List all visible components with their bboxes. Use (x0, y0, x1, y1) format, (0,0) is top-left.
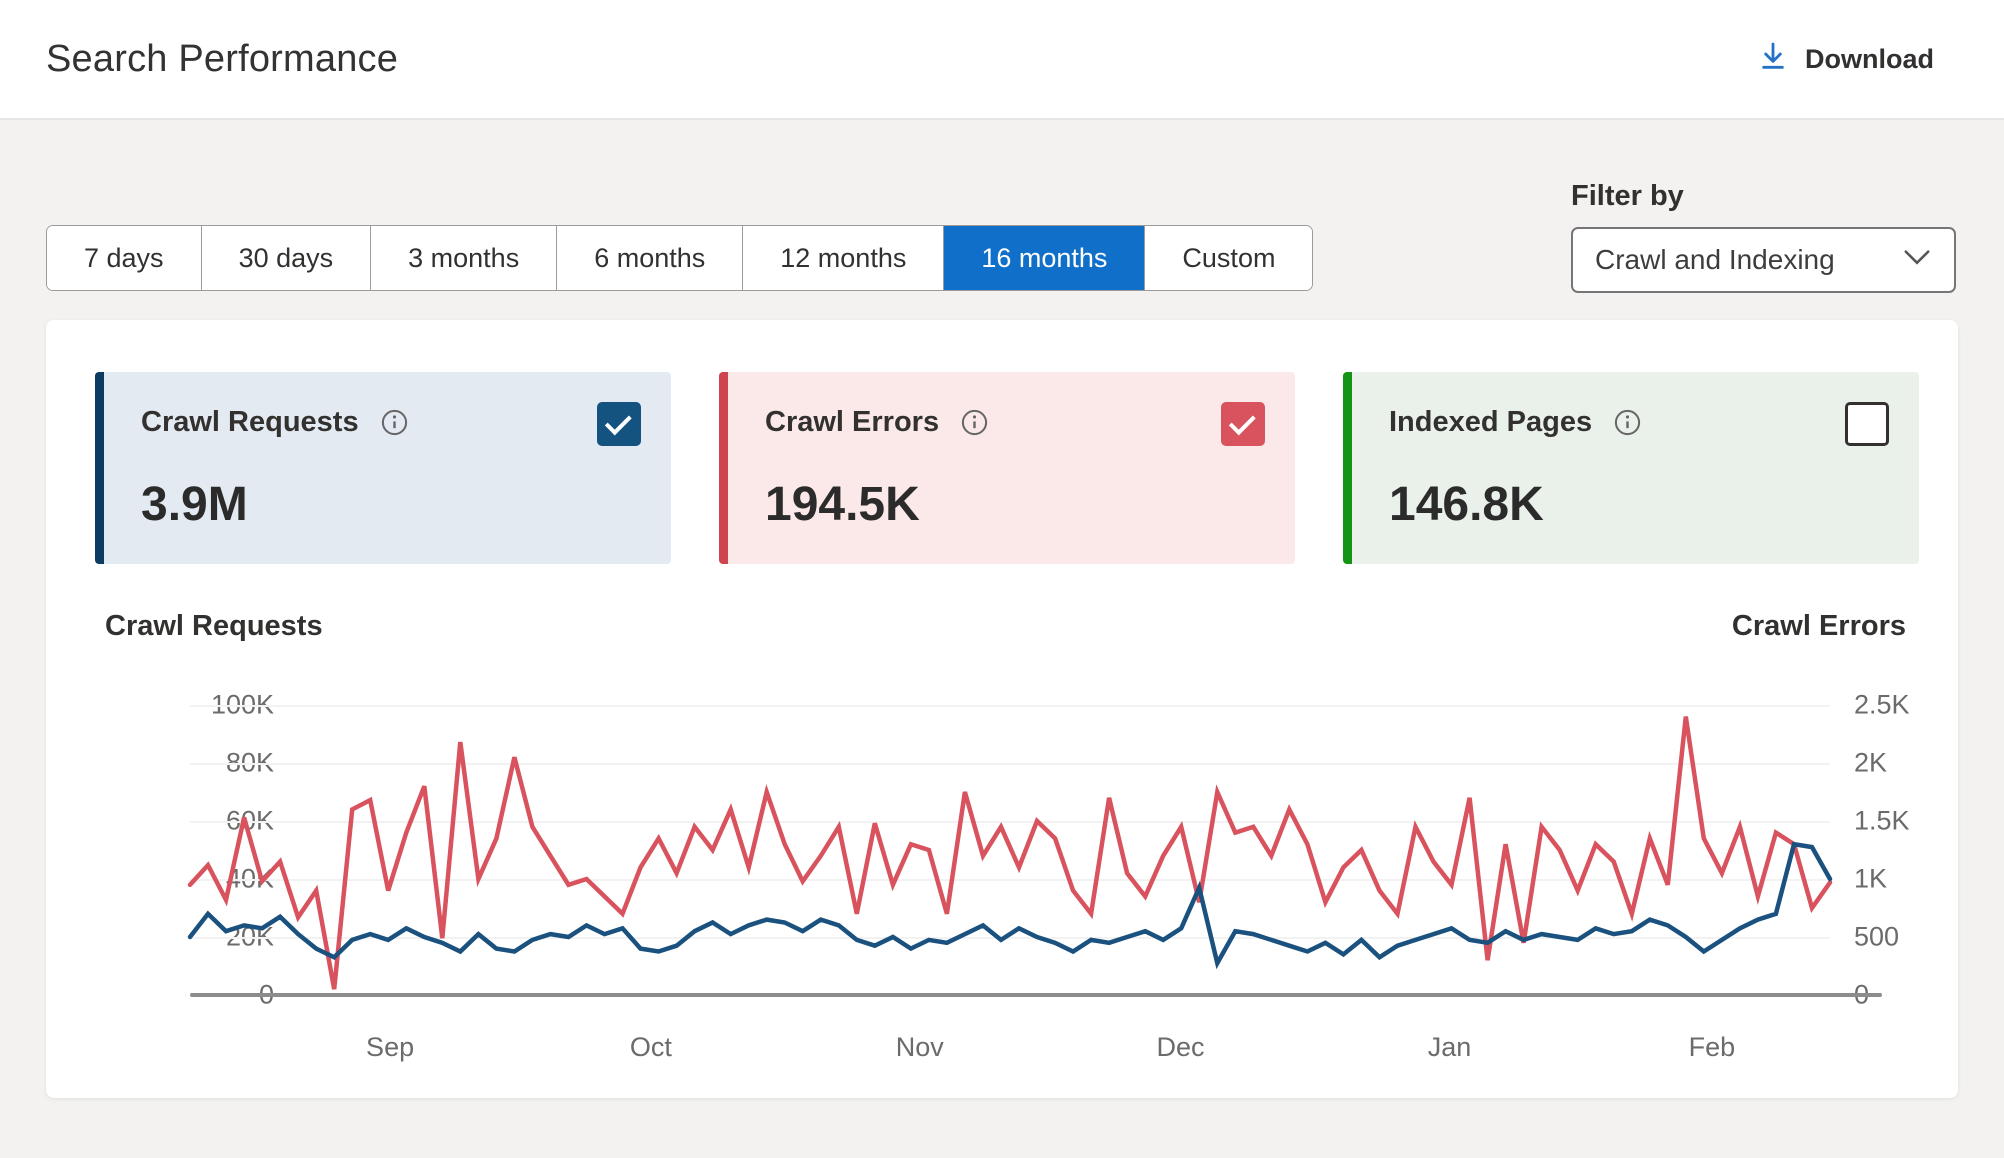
tab-7-days[interactable]: 7 days (47, 226, 202, 290)
download-icon (1757, 40, 1789, 79)
right-axis-title: Crawl Errors (1731, 610, 1906, 642)
month-label: Feb (1688, 1032, 1736, 1062)
chevron-down-icon (1904, 249, 1930, 271)
card-crawl-errors: Crawl Errors 194.5K (719, 372, 1295, 564)
app-header: Search Performance Download (0, 0, 2004, 120)
filter-dropdown[interactable]: Crawl and Indexing (1571, 227, 1956, 293)
card-checkbox[interactable] (1845, 402, 1889, 446)
card-indexed-pages: Indexed Pages 146.8K (1343, 372, 1919, 564)
tab-6-months[interactable]: 6 months (557, 226, 744, 290)
tab-30-days[interactable]: 30 days (201, 226, 372, 290)
info-icon[interactable] (1614, 409, 1641, 436)
axis-tick-label: 0 (258, 979, 274, 1010)
page-title: Search Performance (46, 37, 399, 80)
axis-tick-label: 20K (225, 921, 274, 952)
axis-tick-label: 1K (1854, 863, 1888, 894)
month-label: Jan (1427, 1032, 1472, 1062)
card-accent-bar (95, 372, 104, 564)
download-button[interactable]: Download (1757, 40, 1934, 79)
card-checkbox[interactable] (597, 402, 641, 446)
card-title: Indexed Pages (1389, 406, 1593, 438)
tab-12-months[interactable]: 12 months (743, 226, 945, 290)
card-accent-bar (719, 372, 728, 564)
axis-tick-label: 100K (210, 689, 274, 720)
right-axis-ticks: 2.5K 2K 1.5K 1K 500 0 (1854, 690, 1964, 1010)
left-axis-ticks: 100K 80K 60K 40K 20K 0 (82, 690, 274, 1010)
gridline (190, 705, 1830, 707)
axis-tick-label: 500 (1854, 921, 1900, 952)
gridline (190, 879, 1830, 881)
axis-tick-label: 2.5K (1854, 689, 1910, 720)
month-label: Oct (629, 1032, 672, 1062)
axis-tick-label: 0 (1854, 979, 1870, 1010)
card-title: Crawl Requests (141, 406, 359, 438)
info-icon[interactable] (961, 409, 988, 436)
series-line-crawl-errors (187, 716, 1833, 990)
series-line-crawl-requests (187, 841, 1833, 970)
axis-tick-label: 60K (225, 805, 274, 836)
axis-tick-label: 80K (225, 747, 274, 778)
card-checkbox[interactable] (1221, 402, 1265, 446)
card-value: 3.9M (141, 478, 248, 531)
x-axis-labels: Sep Oct Nov Dec Jan Feb (190, 1032, 1830, 1072)
card-value: 146.8K (1389, 478, 1544, 531)
download-label: Download (1805, 43, 1934, 74)
plot-area (187, 705, 1882, 997)
filter-by-label: Filter by (1571, 180, 1684, 212)
card-title: Crawl Errors (765, 406, 940, 438)
gridline (190, 763, 1830, 765)
tab-16-months[interactable]: 16 months (944, 226, 1146, 290)
info-icon[interactable] (381, 409, 408, 436)
axis-tick-label: 1.5K (1854, 805, 1910, 836)
metric-cards-row: Crawl Requests 3.9M Crawl Errors 194.5K (95, 372, 1919, 564)
gridline (190, 937, 1830, 939)
filter-selected-value: Crawl and Indexing (1595, 244, 1835, 275)
card-value: 194.5K (765, 478, 920, 531)
x-axis-line (190, 993, 1882, 997)
month-label: Dec (1156, 1032, 1205, 1062)
axis-tick-label: 40K (225, 863, 274, 894)
report-panel: Crawl Requests 3.9M Crawl Errors 194.5K (46, 320, 1958, 1098)
axis-tick-label: 2K (1854, 747, 1888, 778)
time-range-tabs: 7 days 30 days 3 months 6 months 12 mont… (46, 225, 1314, 291)
gridline (190, 821, 1830, 823)
month-label: Nov (895, 1032, 944, 1062)
card-crawl-requests: Crawl Requests 3.9M (95, 372, 671, 564)
tab-3-months[interactable]: 3 months (371, 226, 558, 290)
card-accent-bar (1343, 372, 1352, 564)
left-axis-title: Crawl Requests (105, 610, 323, 642)
month-label: Sep (366, 1032, 415, 1062)
tab-custom[interactable]: Custom (1145, 226, 1313, 290)
